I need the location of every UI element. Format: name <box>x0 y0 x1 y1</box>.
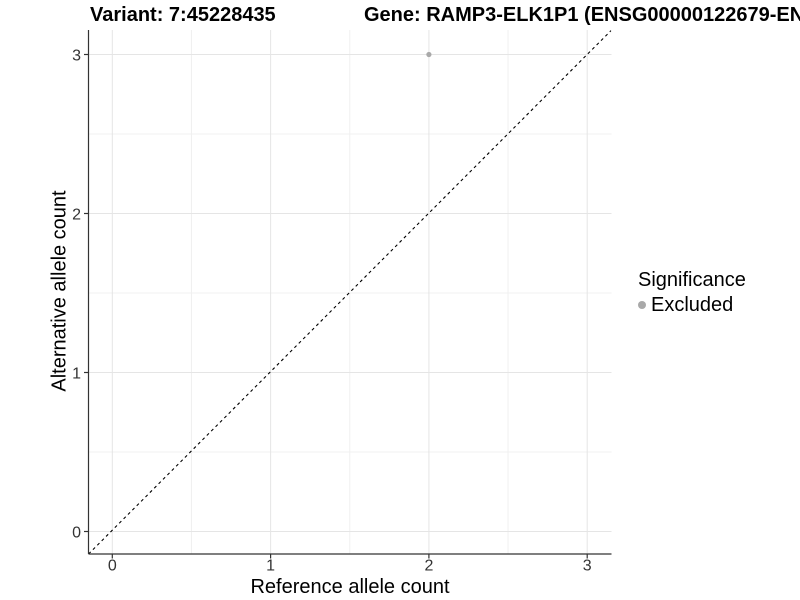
x-axis-label: Reference allele count <box>250 576 450 598</box>
x-tick-label: 0 <box>108 558 117 575</box>
y-tick-label: 1 <box>72 366 81 383</box>
y-tick-label: 3 <box>72 48 81 65</box>
legend-item-excluded: Excluded <box>638 295 746 315</box>
gridlines-major <box>88 30 612 554</box>
plot-title-gene: Gene: RAMP3-ELK1P1 (ENSG00000122679-EN <box>364 4 800 26</box>
y-tick-labels: 0 1 2 3 <box>72 48 81 542</box>
y-axis-label: Alternative allele count <box>48 190 71 392</box>
legend-key-dot-icon <box>638 301 646 309</box>
legend: Significance Excluded <box>638 268 746 315</box>
scatter-point <box>426 51 432 58</box>
axis-lines <box>87 30 612 555</box>
tick-marks <box>84 53 588 559</box>
legend-item-label: Excluded <box>651 294 734 316</box>
reference-line-dashed <box>88 30 612 555</box>
identity-reference-line <box>88 30 612 555</box>
x-tick-label: 3 <box>583 558 592 575</box>
x-tick-labels: 0 1 2 3 <box>108 558 592 575</box>
data-points <box>426 51 432 58</box>
x-tick-label: 1 <box>266 558 275 575</box>
x-tick-label: 2 <box>424 558 433 575</box>
gridlines-minor <box>88 30 612 554</box>
y-tick-label: 0 <box>72 525 81 542</box>
legend-title: Significance <box>638 269 746 291</box>
plot-title-variant: Variant: 7:45228435 <box>90 4 276 26</box>
y-tick-label: 2 <box>72 207 81 224</box>
